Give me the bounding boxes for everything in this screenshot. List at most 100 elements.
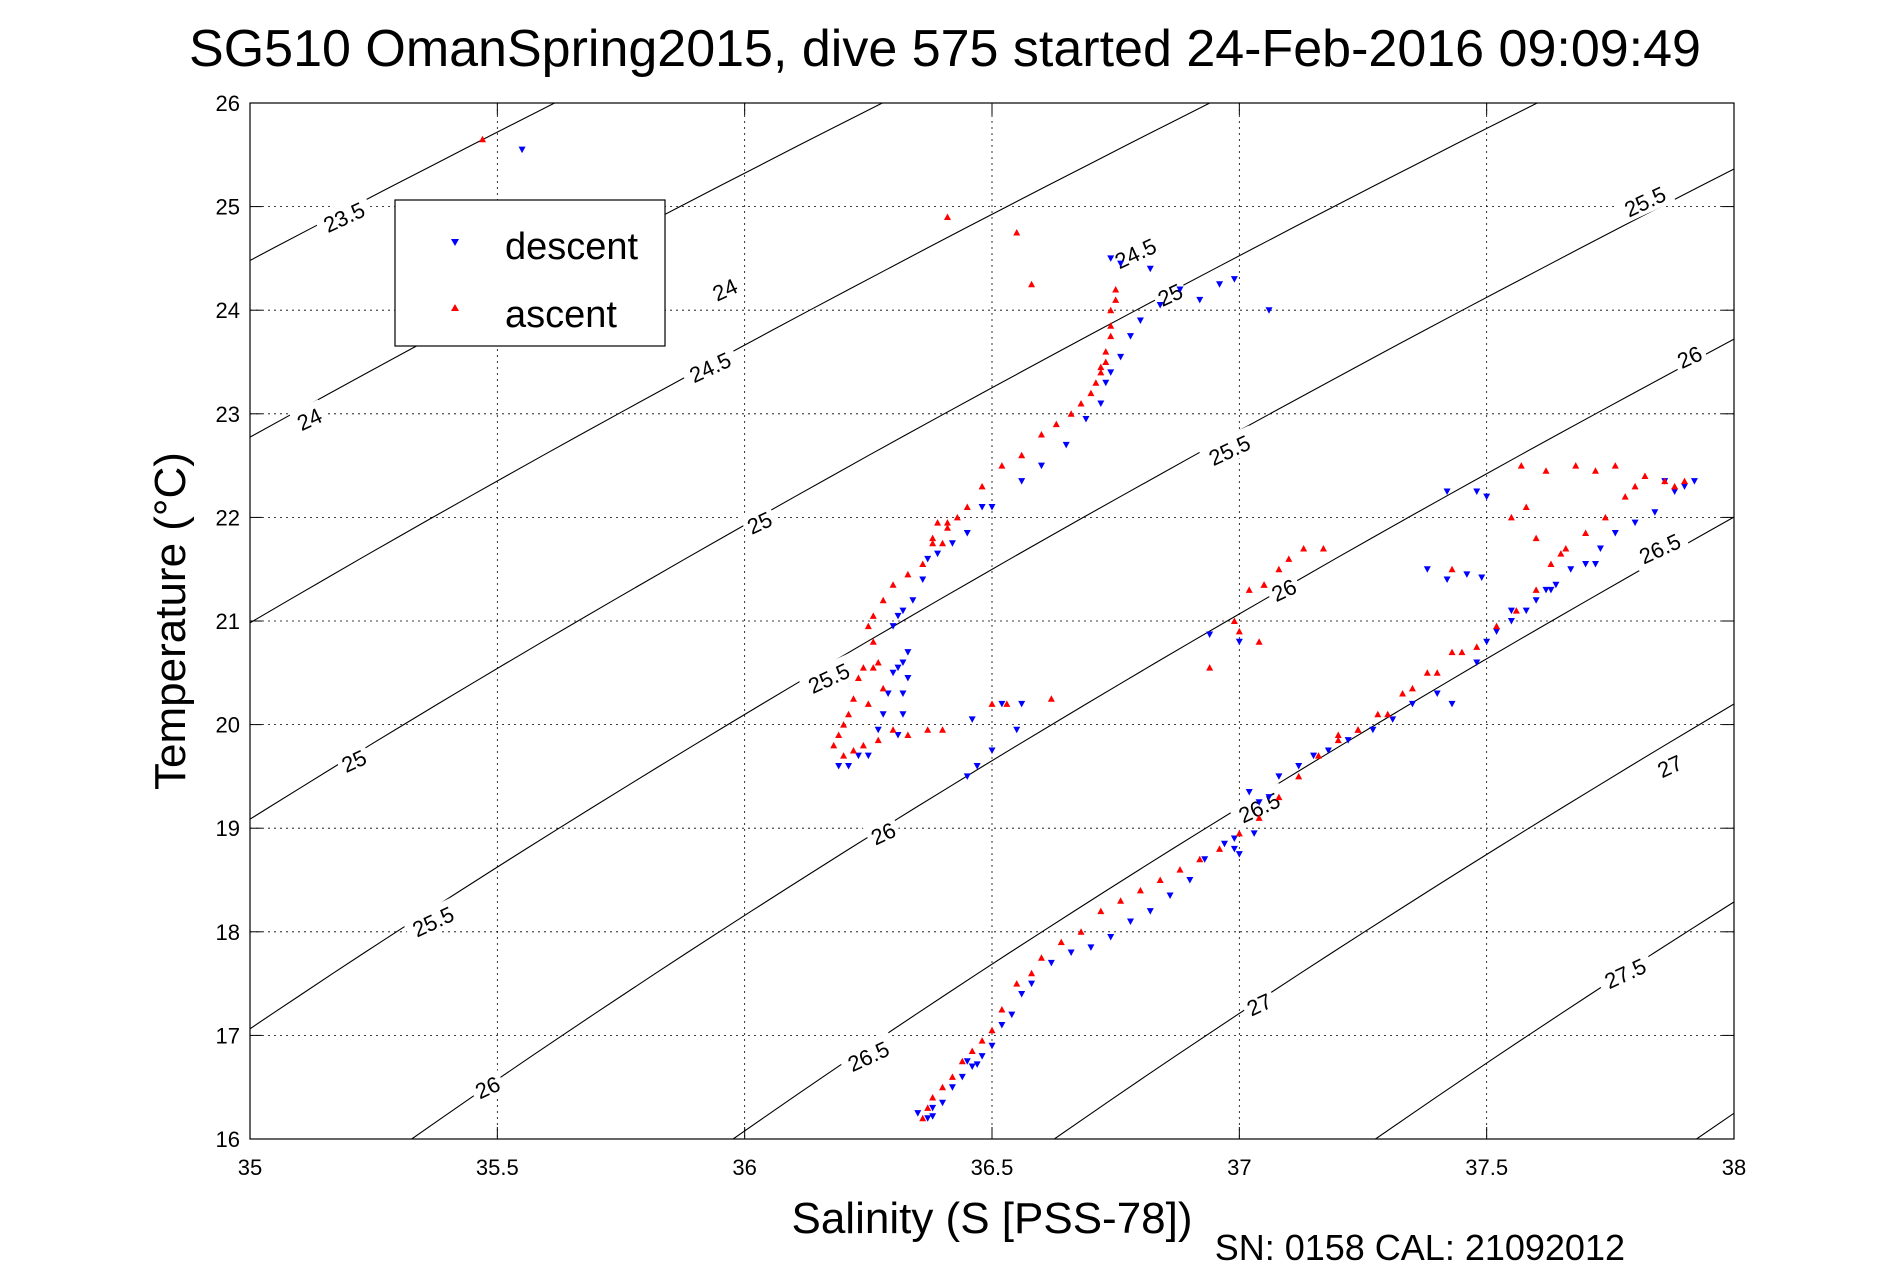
chart-title: SG510 OmanSpring2015, dive 575 started 2… (189, 20, 1701, 78)
ascent-point (953, 513, 961, 521)
ascent-point (1087, 389, 1095, 397)
ascent-point (1107, 322, 1115, 329)
descent-point (835, 763, 843, 770)
ascent-point (1374, 710, 1382, 718)
descent-point (899, 690, 907, 698)
x-tick-label: 36 (732, 1155, 756, 1180)
descent-point (1220, 840, 1228, 848)
descent-point (894, 664, 902, 672)
descent-point (1062, 441, 1070, 449)
descent-point (1493, 628, 1501, 635)
ascent-point (1448, 648, 1456, 656)
descent-point (963, 1058, 971, 1065)
descent-point (1166, 892, 1174, 900)
contour-label-bg (312, 192, 375, 240)
descent-point (1102, 379, 1110, 387)
ascent-point (1507, 513, 1515, 521)
ascent-point (1522, 503, 1530, 511)
descent-point (1230, 845, 1238, 853)
descent-point (914, 1110, 922, 1117)
ascent-point (1097, 363, 1105, 371)
ascent-point (1245, 586, 1253, 593)
ascent-point (1334, 731, 1342, 738)
ascent-point (864, 622, 872, 630)
descent-point (1216, 281, 1224, 288)
descent-point (1631, 519, 1639, 527)
ascent-point (1156, 876, 1164, 883)
y-tick-label: 19 (216, 816, 240, 841)
descent-point (909, 597, 917, 604)
ascent-point (1671, 482, 1679, 490)
ascent-point (948, 1073, 956, 1080)
contour-label-bg (1227, 782, 1290, 831)
descent-point (1028, 980, 1036, 988)
y-tick-label: 17 (216, 1023, 240, 1048)
ascent-point (1423, 669, 1431, 676)
descent-point (894, 612, 902, 620)
descent-point (1146, 265, 1154, 273)
ascent-point (1314, 752, 1322, 759)
ascent-point (1235, 627, 1243, 635)
ascent-point (1102, 358, 1110, 365)
density-contour-line (1374, 901, 1734, 1139)
ascent-point (1334, 736, 1342, 744)
descent-point (948, 540, 956, 547)
descent-point (924, 555, 932, 563)
ascent-point (904, 570, 912, 578)
descent-point (874, 726, 882, 734)
descent-series (518, 146, 1698, 1122)
ascent-point (1057, 938, 1065, 946)
descent-point (884, 690, 892, 698)
contour-label-bg (467, 1067, 508, 1105)
legend-entry-descent: descent (451, 226, 639, 268)
ascent-point (1591, 467, 1599, 474)
ascent-point (1107, 332, 1115, 340)
ascent-point (840, 721, 848, 728)
ascent-point (840, 752, 848, 759)
ascent-point (1542, 467, 1550, 474)
descent-point (973, 763, 981, 770)
ascent-point (1408, 684, 1416, 692)
ascent-point (1112, 296, 1120, 303)
ascent-point (919, 560, 927, 568)
descent-point (1507, 607, 1515, 615)
contour-label-bg (704, 270, 745, 308)
ascent-point (1631, 482, 1639, 490)
descent-point (1235, 638, 1243, 646)
descent-point (1295, 763, 1303, 770)
descent-point (1201, 856, 1209, 863)
descent-point (1448, 700, 1456, 708)
ascent-point (1077, 399, 1085, 407)
ascent-point (1532, 586, 1540, 593)
descent-point (1611, 529, 1619, 537)
y-tick-label: 22 (216, 505, 240, 530)
descent-point (899, 711, 907, 718)
serial-calibration-note: SN: 0158 CAL: 21092012 (1215, 1227, 1625, 1262)
ascent-point (1557, 550, 1565, 557)
density-contour-line (1053, 703, 1734, 1139)
ascent-point (1433, 669, 1441, 676)
descent-point (1087, 944, 1095, 951)
descent-point (854, 752, 862, 760)
descent-point (1478, 574, 1486, 581)
ascent-point (1493, 622, 1501, 630)
legend-label-descent: descent (505, 226, 639, 268)
descent-point (1369, 726, 1377, 734)
ascent-point (1562, 544, 1570, 552)
descent-point (934, 550, 942, 558)
descent-point (894, 731, 902, 739)
ascent-point (998, 1006, 1006, 1013)
ascent-point (1681, 477, 1689, 485)
descent-point (1463, 571, 1471, 578)
descent-point (1433, 690, 1441, 698)
ascent-point (874, 736, 882, 744)
descent-point (948, 1084, 956, 1091)
density-contour-line (410, 338, 1734, 1139)
descent-point (1408, 700, 1416, 708)
ascent-point (1601, 513, 1609, 521)
ascent-point (1641, 472, 1649, 479)
ascent-point (1458, 648, 1466, 656)
x-tick-label: 35 (238, 1155, 262, 1180)
descent-point (1542, 586, 1550, 594)
contour-label-bg (333, 741, 374, 779)
